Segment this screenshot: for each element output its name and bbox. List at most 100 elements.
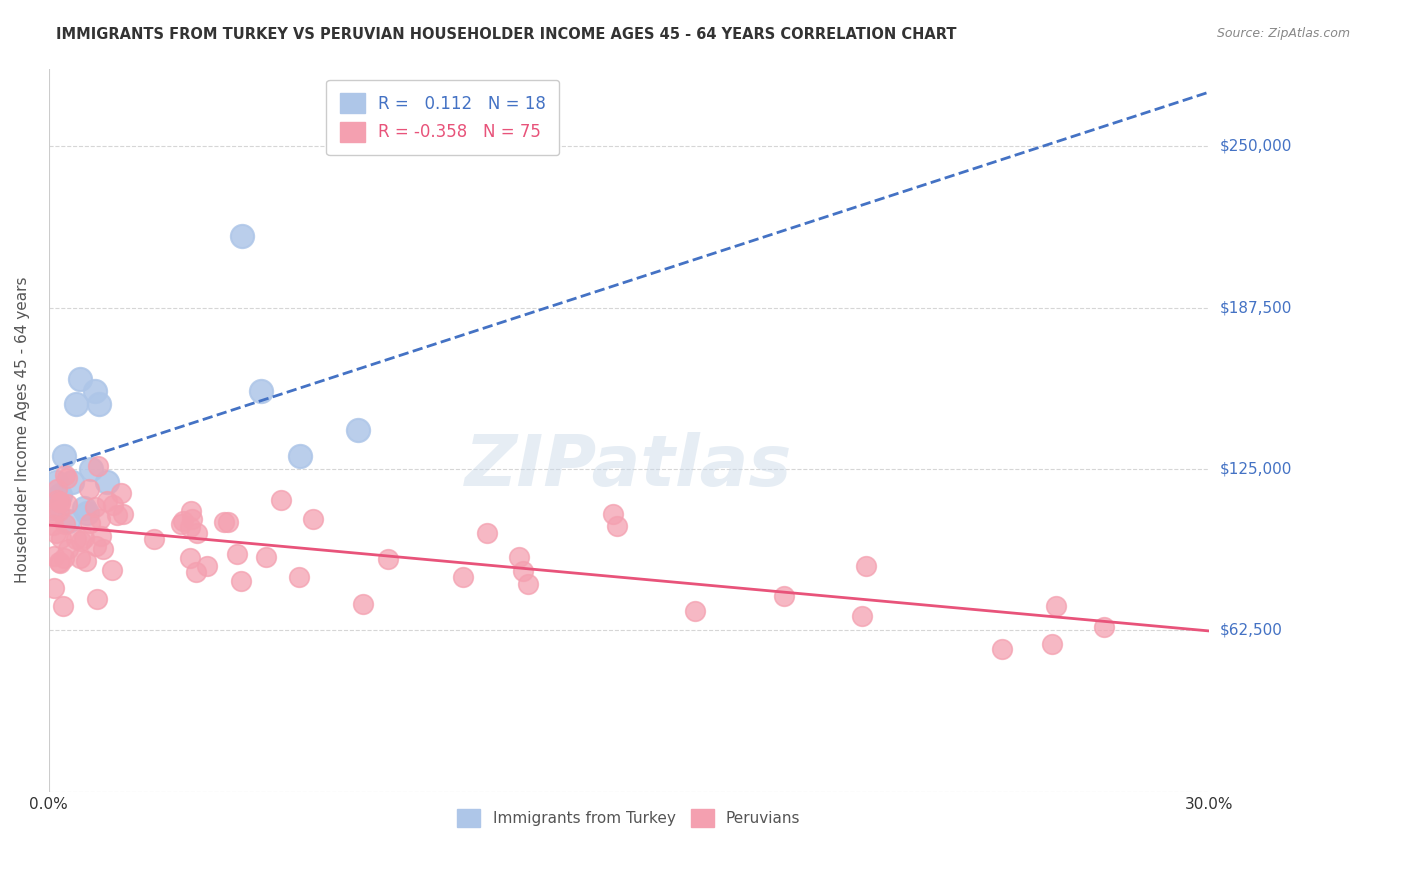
- Point: [453, 570, 475, 584]
- Point: [42, 517, 65, 532]
- Point: [96, 494, 118, 508]
- Point: [87, 458, 110, 473]
- Point: [250, 384, 273, 399]
- Point: [1040, 636, 1063, 650]
- Point: [65, 397, 87, 411]
- Point: [48, 555, 70, 569]
- Point: [41, 500, 63, 515]
- Point: [179, 551, 201, 566]
- Point: [45, 525, 67, 540]
- Point: [55, 497, 77, 511]
- Point: [110, 486, 132, 500]
- Point: [270, 493, 292, 508]
- Point: [70, 533, 93, 548]
- Point: [91, 541, 114, 556]
- Point: [683, 604, 706, 618]
- Point: [347, 423, 370, 437]
- Point: [48, 495, 70, 509]
- Point: [45, 493, 67, 508]
- Text: $62,500: $62,500: [1220, 623, 1284, 638]
- Point: [186, 526, 208, 541]
- Point: [48, 503, 70, 517]
- Point: [46, 482, 69, 496]
- Point: [212, 515, 235, 529]
- Point: [75, 554, 97, 568]
- Point: [76, 506, 98, 520]
- Point: [602, 508, 624, 522]
- Point: [226, 547, 249, 561]
- Point: [49, 495, 72, 509]
- Point: [56, 514, 79, 528]
- Text: IMMIGRANTS FROM TURKEY VS PERUVIAN HOUSEHOLDER INCOME AGES 45 - 64 YEARS CORRELA: IMMIGRANTS FROM TURKEY VS PERUVIAN HOUSE…: [56, 27, 956, 42]
- Point: [84, 384, 107, 399]
- Point: [105, 508, 128, 523]
- Point: [86, 592, 108, 607]
- Point: [143, 532, 166, 546]
- Point: [181, 512, 204, 526]
- Point: [606, 519, 628, 533]
- Point: [80, 462, 103, 476]
- Point: [100, 563, 122, 577]
- Point: [512, 564, 534, 578]
- Point: [96, 475, 118, 489]
- Text: $125,000: $125,000: [1220, 461, 1292, 476]
- Point: [288, 570, 311, 584]
- Point: [56, 542, 79, 557]
- Point: [112, 507, 135, 521]
- Point: [475, 525, 498, 540]
- Point: [217, 516, 239, 530]
- Text: $250,000: $250,000: [1220, 138, 1292, 153]
- Point: [377, 552, 399, 566]
- Point: [1092, 619, 1115, 633]
- Point: [231, 229, 253, 244]
- Point: [1045, 599, 1067, 613]
- Point: [45, 475, 67, 489]
- Point: [87, 397, 110, 411]
- Point: [773, 589, 796, 603]
- Text: $187,500: $187,500: [1220, 300, 1292, 315]
- Point: [170, 517, 193, 532]
- Point: [42, 582, 65, 596]
- Point: [69, 550, 91, 565]
- Point: [49, 531, 72, 545]
- Point: [84, 500, 107, 515]
- Point: [288, 449, 311, 463]
- Point: [352, 597, 374, 611]
- Point: [79, 482, 101, 496]
- Point: [851, 608, 873, 623]
- Point: [254, 550, 277, 565]
- Point: [79, 516, 101, 530]
- Point: [179, 520, 201, 534]
- Point: [508, 550, 530, 565]
- Point: [172, 515, 194, 529]
- Text: Source: ZipAtlas.com: Source: ZipAtlas.com: [1216, 27, 1350, 40]
- Point: [101, 498, 124, 512]
- Point: [52, 599, 75, 613]
- Point: [42, 549, 65, 563]
- Point: [84, 539, 107, 553]
- Point: [991, 641, 1014, 656]
- Text: ZIPatlas: ZIPatlas: [465, 432, 793, 501]
- Point: [53, 449, 76, 463]
- Point: [49, 556, 72, 570]
- Legend: Immigrants from Turkey, Peruvians: Immigrants from Turkey, Peruvians: [450, 801, 808, 835]
- Point: [72, 500, 94, 515]
- Point: [49, 488, 72, 502]
- Point: [90, 529, 112, 543]
- Point: [53, 516, 76, 531]
- Point: [42, 506, 65, 520]
- Point: [180, 503, 202, 517]
- Y-axis label: Householder Income Ages 45 - 64 years: Householder Income Ages 45 - 64 years: [15, 277, 30, 583]
- Point: [53, 467, 76, 482]
- Point: [516, 577, 538, 591]
- Point: [56, 471, 79, 485]
- Point: [73, 532, 96, 546]
- Point: [60, 475, 83, 489]
- Point: [69, 371, 91, 385]
- Point: [89, 512, 111, 526]
- Point: [302, 511, 325, 525]
- Point: [195, 558, 218, 573]
- Point: [186, 565, 208, 579]
- Point: [52, 550, 75, 565]
- Point: [65, 532, 87, 546]
